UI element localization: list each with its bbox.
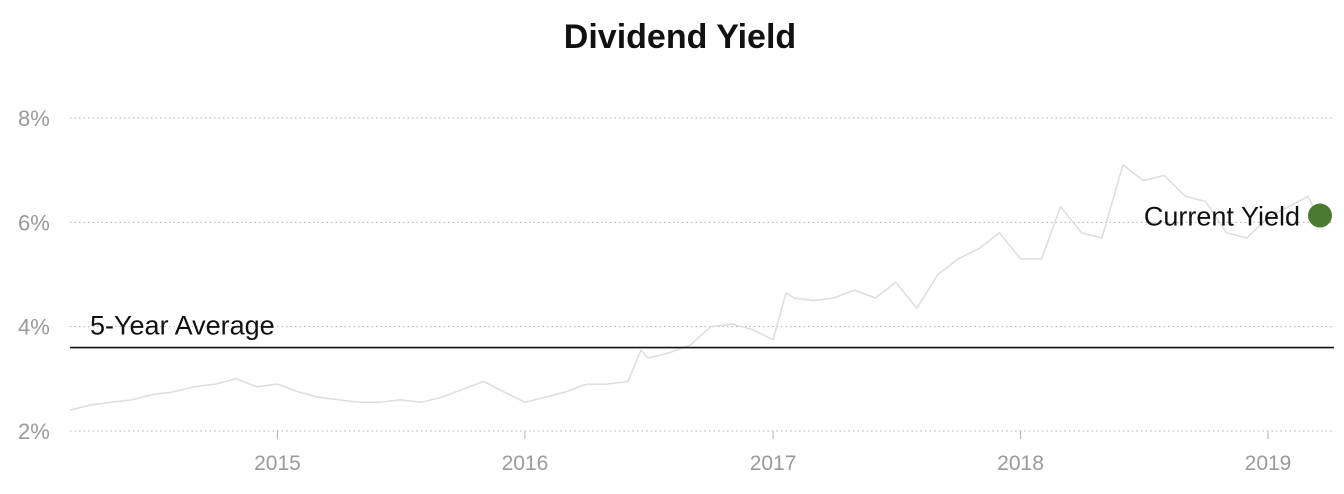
- average-label: 5-Year Average: [90, 311, 275, 341]
- x-axis-ticks: 2015 2016 2017 2018 2019: [254, 431, 1291, 475]
- current-yield-marker: [1308, 203, 1332, 228]
- current-yield-label: Current Yield: [1144, 202, 1300, 232]
- x-tick-label: 2017: [750, 452, 797, 475]
- chart-title: Dividend Yield: [563, 18, 797, 56]
- y-tick-label: 8%: [18, 106, 50, 131]
- y-axis-ticks: 2% 4% 6% 8%: [18, 106, 50, 444]
- y-tick-label: 4%: [18, 315, 50, 340]
- gridlines: [70, 117, 1334, 432]
- y-tick-label: 6%: [18, 210, 50, 235]
- y-tick-label: 2%: [18, 419, 50, 444]
- x-tick-label: 2019: [1245, 452, 1292, 475]
- x-tick-label: 2018: [997, 452, 1044, 475]
- dividend-yield-line: [69, 164, 1319, 411]
- x-tick-label: 2015: [254, 452, 301, 475]
- x-tick-label: 2016: [502, 452, 549, 475]
